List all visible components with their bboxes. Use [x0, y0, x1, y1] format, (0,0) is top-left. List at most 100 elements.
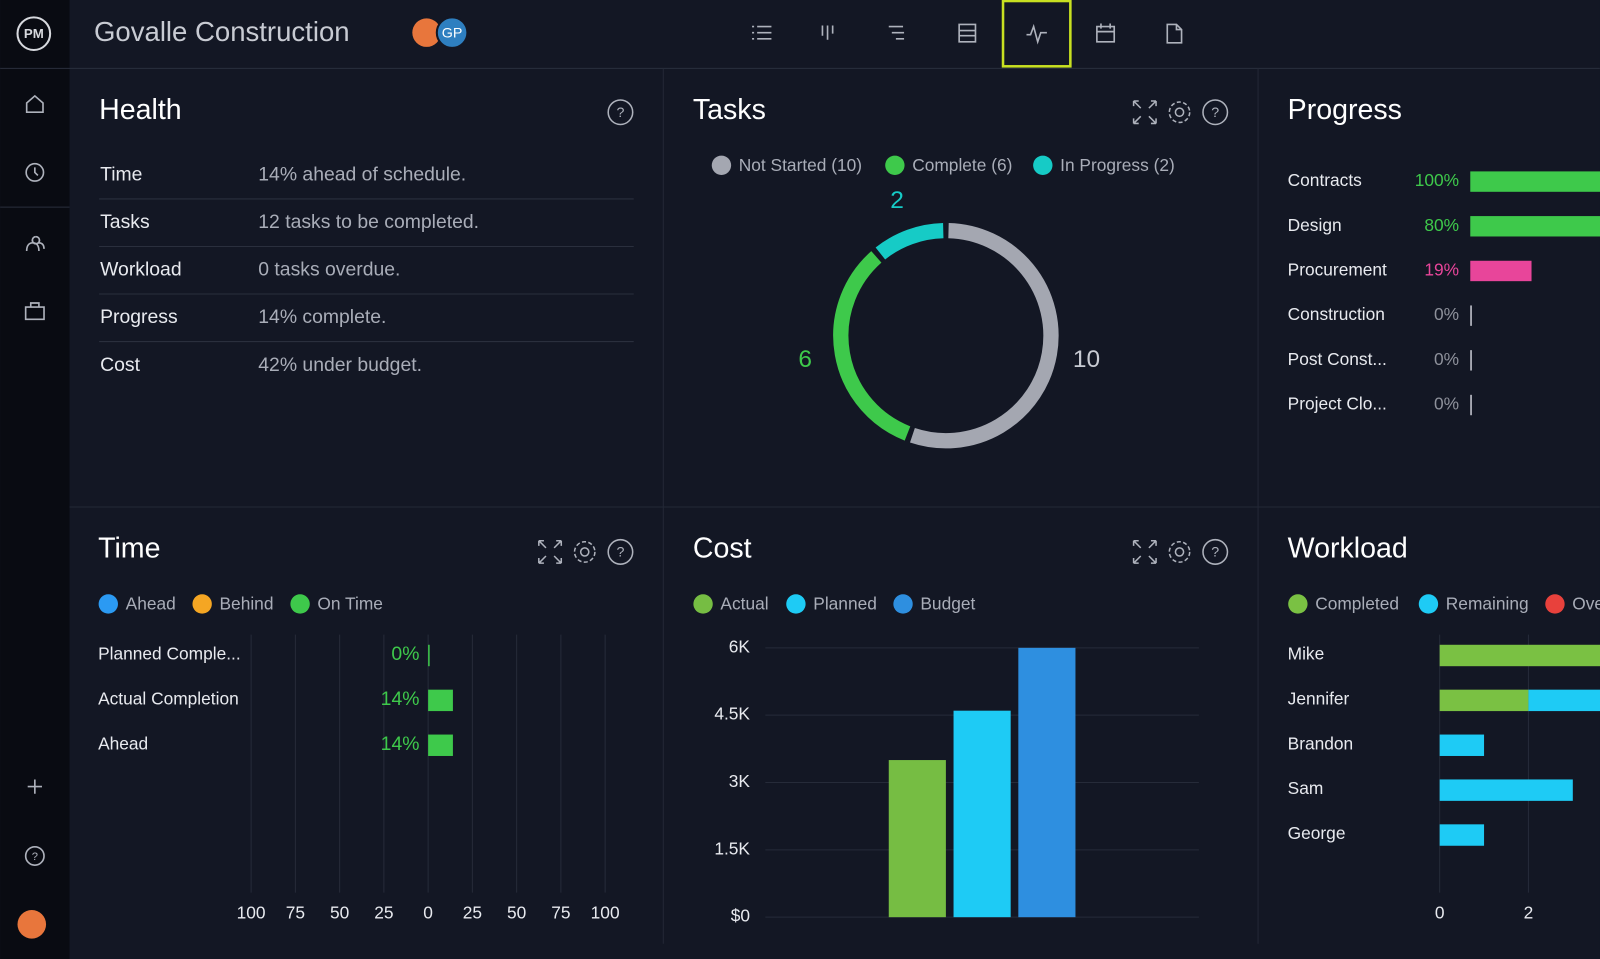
panel-title: Workload: [1288, 532, 1408, 564]
x-tick-label: 25: [463, 903, 482, 923]
health-label: Cost: [100, 354, 140, 376]
x-tick-label: 75: [551, 903, 570, 923]
y-tick-label: $0: [731, 906, 750, 926]
legend-label: Actual: [720, 594, 768, 614]
help-button[interactable]: [607, 538, 634, 565]
panel-title: Tasks: [693, 94, 766, 126]
calendar-view[interactable]: [1096, 23, 1116, 43]
bar-segment: [1439, 689, 1529, 712]
x-tick-label: 100: [237, 903, 266, 923]
health-value: 14% ahead of schedule.: [258, 164, 466, 186]
help-mark: ?: [616, 545, 624, 561]
bar: [428, 689, 453, 712]
value-label: 14%: [381, 688, 420, 710]
x-tick-label: 25: [374, 903, 393, 923]
expand-button[interactable]: [538, 539, 563, 564]
add[interactable]: [27, 779, 42, 794]
help-button[interactable]: [607, 99, 634, 126]
progress-label: Project Clo...: [1288, 394, 1387, 414]
legend-swatch: [1418, 594, 1439, 614]
sidebar: [0, 0, 70, 959]
dashboard-view-active[interactable]: [1001, 0, 1072, 68]
legend-swatch: [711, 155, 732, 175]
x-tick-label: 0: [1435, 903, 1445, 923]
home[interactable]: [25, 94, 44, 114]
panel-title: Health: [99, 94, 182, 126]
help-button[interactable]: [1202, 99, 1229, 126]
legend-label: Overdue: [1572, 594, 1600, 614]
progress-value: 100%: [1415, 170, 1459, 190]
legend-swatch: [98, 594, 118, 614]
avatar[interactable]: [412, 18, 441, 47]
x-tick-label: 50: [507, 903, 526, 923]
legend-swatch: [693, 594, 713, 614]
workload-label: Mike: [1288, 644, 1325, 664]
health-value: 42% under budget.: [258, 354, 422, 376]
progress-bar: [1470, 171, 1600, 192]
health-value: 14% complete.: [258, 306, 386, 328]
progress-value: 19%: [1424, 260, 1459, 280]
progress-bar: [1470, 216, 1600, 237]
expand-button[interactable]: [1132, 539, 1157, 564]
bar-segment: [1439, 779, 1573, 801]
bar: [1018, 647, 1076, 918]
logo[interactable]: [16, 16, 52, 52]
x-tick-label: 0: [423, 903, 433, 923]
progress-value: 0%: [1434, 394, 1459, 414]
sidebar-icons: [24, 94, 45, 866]
y-tick-label: 6K: [729, 636, 751, 656]
bar: [428, 734, 453, 756]
legend-swatch: [893, 594, 913, 614]
bar: [953, 710, 1011, 918]
progress-bar: [1470, 394, 1472, 416]
legend-label: Complete (6): [912, 155, 1012, 175]
portfolio[interactable]: [24, 302, 45, 321]
bar-segment: [1439, 824, 1485, 846]
progress-label: Construction: [1288, 304, 1385, 324]
y-tick-label: 3K: [729, 771, 751, 791]
time-label: Planned Comple...: [98, 644, 241, 664]
legend-label: Ahead: [126, 594, 176, 614]
user-avatar[interactable]: [17, 910, 47, 939]
panel-title: Time: [98, 532, 160, 564]
board-view[interactable]: [821, 25, 834, 40]
gantt-view[interactable]: [888, 25, 905, 40]
donut-segment: [875, 222, 944, 260]
recent[interactable]: [25, 162, 45, 182]
bar-segment: [1528, 689, 1600, 712]
list-view[interactable]: [752, 25, 772, 40]
progress-value: 0%: [1434, 349, 1459, 369]
x-tick-label: 100: [591, 903, 620, 923]
progress-bar: [1470, 350, 1472, 371]
files-view[interactable]: [1166, 23, 1183, 44]
panel-title: Progress: [1288, 94, 1402, 126]
data-label: 6: [798, 346, 812, 373]
settings-button[interactable]: [573, 540, 596, 563]
workload-label: Sam: [1288, 778, 1324, 798]
progress-label: Post Const...: [1288, 349, 1387, 369]
legend-label: Remaining: [1446, 594, 1529, 614]
settings-button[interactable]: [1168, 540, 1191, 563]
progress-value: 0%: [1434, 304, 1459, 324]
settings-hub: [1174, 547, 1185, 557]
panel-icons: [1132, 538, 1229, 565]
avatar[interactable]: [435, 16, 469, 49]
bar: [428, 644, 430, 667]
help-button[interactable]: [1202, 538, 1229, 565]
sheet-view[interactable]: [958, 23, 977, 43]
team[interactable]: [25, 235, 45, 252]
help-mark: ?: [616, 105, 624, 121]
settings-button[interactable]: [1168, 101, 1191, 124]
data-label: 2: [890, 187, 904, 214]
expand-button[interactable]: [1132, 100, 1157, 125]
value-label: 0%: [391, 643, 419, 665]
legend-label: Not Started (10): [739, 155, 862, 175]
recent-hand: [34, 167, 39, 177]
help[interactable]: [24, 845, 45, 866]
help-mark: ?: [32, 851, 38, 863]
health-value: 0 tasks overdue.: [258, 259, 400, 281]
panels: Health ? Time 14% ahead of schedule. Tasks 12…: [98, 94, 1600, 926]
panel-icons: [607, 99, 634, 126]
